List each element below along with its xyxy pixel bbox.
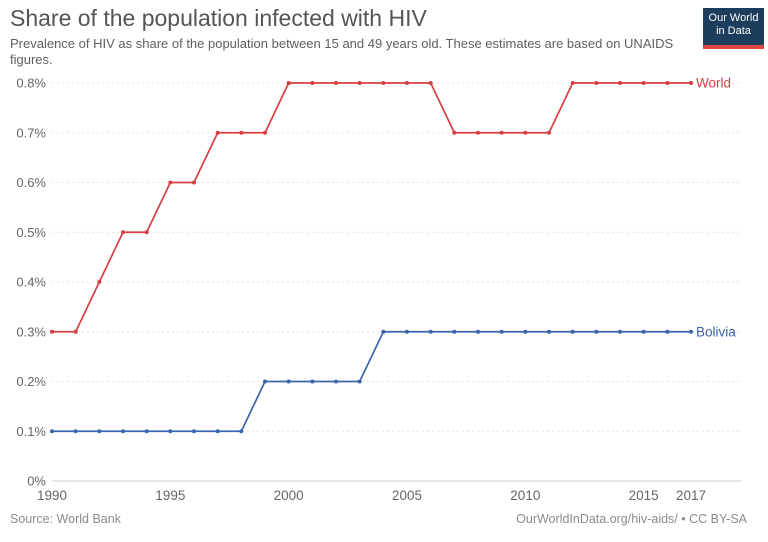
bolivia-point: [215, 429, 220, 434]
world-point: [192, 180, 196, 185]
world-point: [476, 130, 480, 135]
world-point: [50, 329, 54, 334]
bolivia-point: [121, 429, 125, 434]
y-tick-label: 0.1%: [16, 424, 46, 439]
x-tick-label: 1995: [155, 488, 185, 503]
bolivia-point: [570, 329, 575, 334]
world-point: [239, 130, 244, 135]
y-tick-label: 0.8%: [16, 76, 46, 91]
bolivia-point: [476, 329, 480, 334]
world-point: [168, 180, 173, 185]
bolivia-point: [192, 429, 196, 434]
world-point: [665, 81, 670, 85]
x-tick-label: 2017: [676, 488, 706, 503]
world-point: [523, 130, 528, 135]
world-point: [73, 329, 78, 334]
bolivia-point: [452, 329, 457, 334]
world-point: [381, 81, 386, 85]
world-point: [334, 81, 338, 85]
bolivia-point: [618, 329, 622, 334]
world-point: [547, 130, 551, 135]
chart-title: Share of the population infected with HI…: [10, 5, 427, 31]
owid-logo[interactable]: Our World in Data: [703, 8, 764, 49]
world-line: [52, 82, 691, 333]
bolivia-point: [334, 379, 338, 384]
bolivia-point: [168, 429, 173, 434]
bolivia-point: [523, 329, 528, 334]
bolivia-line: [52, 330, 691, 433]
bolivia-point: [97, 429, 102, 434]
bolivia-point: [641, 329, 646, 334]
x-tick-label: 1990: [37, 488, 67, 503]
world-point: [215, 130, 220, 135]
bolivia-point: [357, 379, 362, 384]
bolivia-point: [547, 329, 551, 334]
world-point: [144, 230, 149, 235]
series-label-bolivia[interactable]: Bolivia: [696, 324, 736, 339]
world-point: [618, 81, 622, 85]
bolivia-point: [263, 379, 267, 384]
series-label-world[interactable]: World: [696, 76, 731, 91]
bolivia-point: [405, 329, 409, 334]
bolivia-point: [499, 329, 504, 334]
owid-logo-line1: Our World: [708, 12, 759, 24]
world-point: [428, 81, 433, 85]
world-point: [452, 130, 457, 135]
y-tick-label: 0%: [27, 474, 46, 489]
source-note: Source: World Bank: [10, 512, 121, 526]
bolivia-point: [310, 379, 315, 384]
x-tick-label: 2010: [510, 488, 540, 503]
world-point: [357, 81, 362, 85]
y-tick-label: 0.2%: [16, 374, 46, 389]
world-point: [310, 81, 315, 85]
world-point: [286, 81, 291, 85]
bolivia-point: [144, 429, 149, 434]
x-tick-label: 2005: [392, 488, 422, 503]
world-point: [570, 81, 575, 85]
world-point: [499, 130, 504, 135]
y-tick-label: 0.7%: [16, 125, 46, 140]
x-tick-label: 2015: [629, 488, 659, 503]
bolivia-point: [239, 429, 244, 434]
world-point: [594, 81, 599, 85]
owid-logo-line2: in Data: [716, 25, 751, 37]
world-point: [641, 81, 646, 85]
y-tick-label: 0.5%: [16, 225, 46, 240]
chart-subtitle: Prevalence of HIV as share of the popula…: [10, 36, 674, 67]
bolivia-point: [428, 329, 433, 334]
bolivia-point: [665, 329, 670, 334]
world-point: [97, 280, 102, 284]
y-tick-label: 0.4%: [16, 275, 46, 290]
bolivia-point: [73, 429, 78, 434]
y-tick-label: 0.3%: [16, 324, 46, 339]
bolivia-point: [689, 329, 693, 334]
y-tick-label: 0.6%: [16, 175, 46, 190]
world-point: [689, 81, 693, 85]
world-point: [263, 130, 267, 135]
footer-link[interactable]: OurWorldInData.org/hiv-aids/ • CC BY-SA: [516, 512, 747, 526]
world-point: [405, 81, 409, 85]
bolivia-point: [50, 429, 54, 434]
bolivia-point: [381, 329, 386, 334]
world-point: [121, 230, 125, 235]
x-tick-label: 2000: [274, 488, 304, 503]
bolivia-point: [286, 379, 291, 384]
bolivia-point: [594, 329, 599, 334]
